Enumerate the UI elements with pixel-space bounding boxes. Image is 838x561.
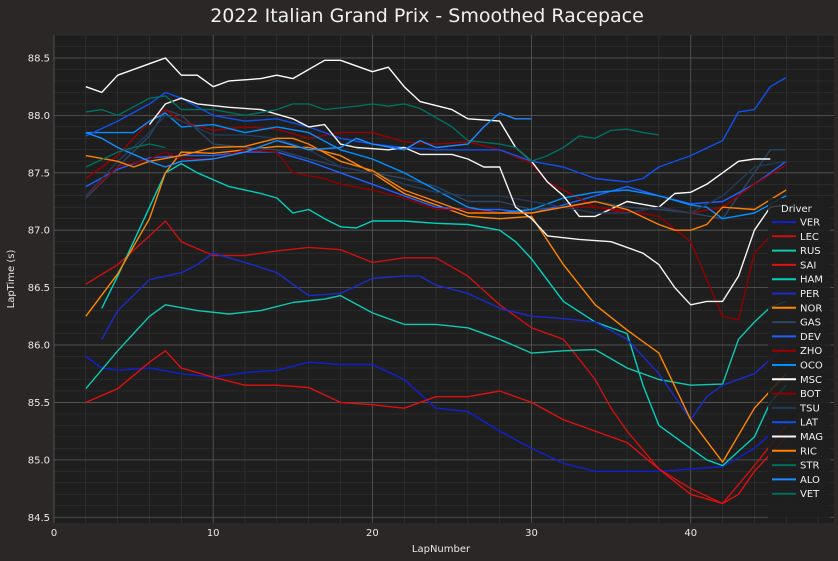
x-tick-label: 20: [366, 528, 379, 539]
legend-label-bot: BOT: [800, 389, 822, 400]
legend-label-ham: HAM: [800, 275, 823, 286]
series-line-oco: [85, 112, 787, 220]
series-line-bot: [85, 149, 787, 321]
y-tick-label: 88.5: [28, 53, 50, 64]
major-gridlines: [53, 35, 834, 523]
legend-label-dev: DEV: [800, 332, 821, 343]
legend-label-oco: OCO: [800, 361, 823, 372]
x-tick-label: 0: [51, 528, 57, 539]
legend-label-ver: VER: [800, 218, 820, 229]
legend-label-lec: LEC: [800, 232, 819, 243]
y-axis-label: LapTime (s): [6, 250, 17, 309]
legend-box: [768, 198, 830, 518]
x-axis-ticks: 0 10 20 30 40: [51, 528, 697, 539]
legend-label-vet: VET: [800, 489, 820, 500]
chart-title: 2022 Italian Grand Prix - Smoothed Racep…: [210, 5, 644, 27]
series-line-ric: [85, 137, 787, 231]
series-line-lat: [85, 76, 787, 183]
legend-label-mag: MAG: [800, 432, 823, 443]
x-axis-label: LapNumber: [412, 544, 471, 555]
legend-label-nor: NOR: [800, 303, 822, 314]
plot-area: [54, 35, 834, 523]
legend-label-tsu: TSU: [799, 403, 820, 414]
y-tick-label: 87.0: [28, 226, 50, 237]
legend-label-str: STR: [800, 461, 819, 472]
series-line-ham: [101, 162, 787, 467]
y-tick-label: 86.5: [28, 283, 50, 294]
x-tick-label: 30: [525, 528, 538, 539]
series-line-per: [101, 252, 787, 421]
legend-label-sai: SAI: [800, 260, 816, 271]
y-tick-label: 84.5: [28, 513, 50, 524]
series-line-ver: [85, 355, 787, 472]
y-tick-label: 85.0: [28, 455, 50, 466]
legend-items: VER LEC RUS SAI HAM PER NOR GAS DEV ZHO OCO MSC BOT T…: [772, 218, 823, 500]
series-lines: [85, 57, 787, 505]
series-line-msc: [85, 57, 771, 218]
legend-label-rus: RUS: [800, 246, 821, 257]
y-tick-label: 88.0: [28, 111, 50, 122]
y-tick-label: 87.5: [28, 168, 50, 179]
legend-label-zho: ZHO: [800, 346, 822, 357]
legend-label-msc: MSC: [800, 375, 822, 386]
y-axis-ticks: 84.5 85.0 85.5 86.0 86.5 87.0 87.5 88.0 88.5: [28, 53, 50, 523]
legend-title: Driver: [781, 204, 813, 215]
series-line-sai: [85, 350, 787, 505]
legend-label-per: PER: [800, 289, 819, 300]
legend-label-gas: GAS: [800, 318, 821, 329]
legend-label-alo: ALO: [800, 475, 820, 486]
series-line-str: [85, 95, 660, 162]
legend-label-lat: LAT: [800, 418, 819, 429]
series-line-vet: [85, 143, 166, 168]
series-line-alo: [85, 112, 532, 168]
legend-label-ric: RIC: [800, 446, 817, 457]
x-tick-label: 10: [207, 528, 220, 539]
series-line-mag: [148, 97, 787, 306]
x-tick-label: 40: [684, 528, 697, 539]
legend: Driver VER LEC RUS SAI HAM PER NOR GAS DEV ZHO OCO…: [768, 198, 830, 518]
y-tick-label: 86.0: [28, 341, 50, 352]
series-line-tsu: [85, 114, 787, 214]
y-tick-label: 85.5: [28, 398, 50, 409]
series-line-rus: [85, 294, 787, 390]
